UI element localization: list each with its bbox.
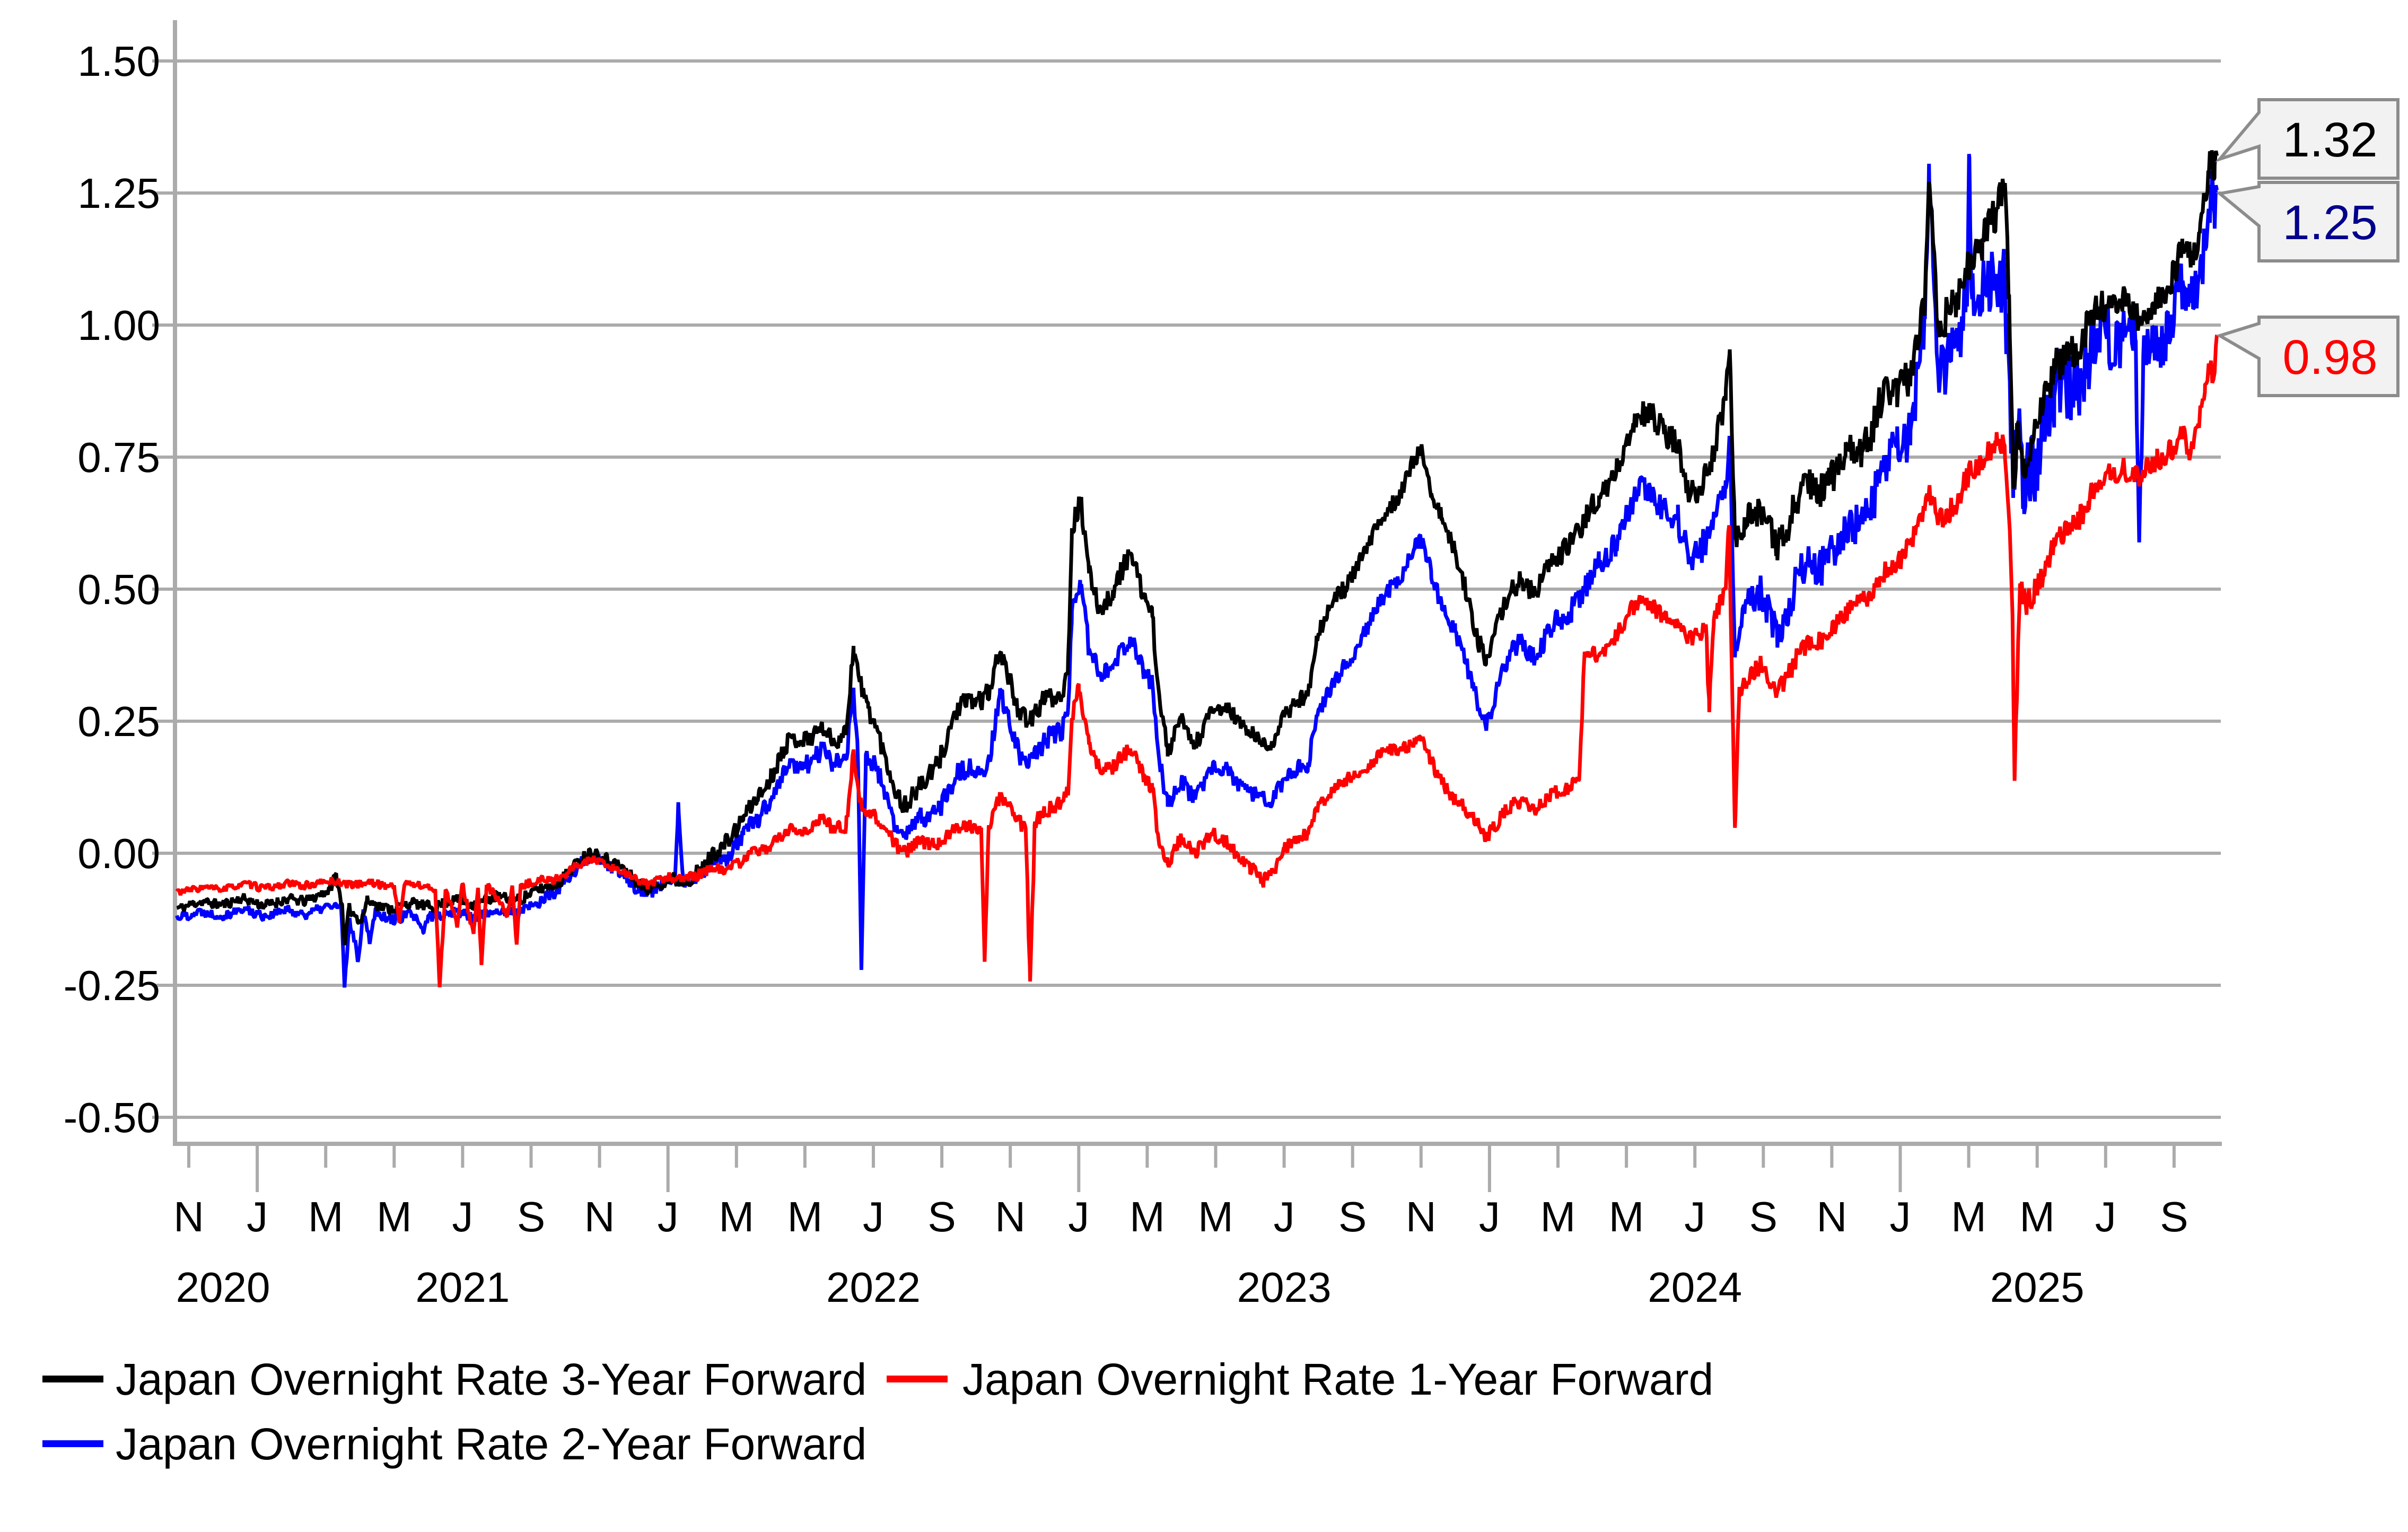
axis-ticks xyxy=(152,59,2176,1192)
callout-bubble xyxy=(2214,98,2400,180)
legend-item-2y-forward: Japan Overnight Rate 2-Year Forward xyxy=(42,1419,866,1469)
month-tick-label: S xyxy=(1338,1193,1367,1240)
month-tick-label: N xyxy=(173,1193,204,1240)
month-tick-label: S xyxy=(2160,1193,2188,1240)
month-tick-label: N xyxy=(1817,1193,1847,1240)
legend-swatch-3y xyxy=(42,1376,103,1382)
y-axis-tick-label: 1.00 xyxy=(77,302,160,349)
y-axis-tick-label: 1.50 xyxy=(77,38,160,85)
y-axis-tick-label: -0.50 xyxy=(64,1094,160,1141)
month-tick-label: J xyxy=(1068,1193,1089,1240)
month-tick-label: M xyxy=(1540,1193,1576,1240)
legend-item-1y-forward: Japan Overnight Rate 1-Year Forward xyxy=(887,1354,1713,1404)
legend-swatch-2y xyxy=(42,1440,103,1447)
y-axis-tick-label: 0.50 xyxy=(77,566,160,613)
gridlines xyxy=(175,59,2221,1119)
y-axis-tick-label: 0.25 xyxy=(77,698,160,745)
month-tick-label: N xyxy=(584,1193,615,1240)
month-tick-label: J xyxy=(2095,1193,2116,1240)
year-label-2024: 2024 xyxy=(1648,1264,1742,1311)
month-tick-label: J xyxy=(247,1193,268,1240)
month-tick-label: J xyxy=(1684,1193,1705,1240)
end-value-1y: 0.98 xyxy=(2282,330,2377,384)
y-axis-tick-label: 0.75 xyxy=(77,434,160,481)
month-tick-label: J xyxy=(658,1193,679,1240)
month-tick-label: J xyxy=(452,1193,473,1240)
month-tick-label: J xyxy=(863,1193,884,1240)
month-tick-label: J xyxy=(1479,1193,1500,1240)
y-axis-tick-label: -0.25 xyxy=(64,962,160,1009)
legend-label-1y: Japan Overnight Rate 1-Year Forward xyxy=(962,1354,1713,1404)
end-label-callout-1y: 0.98 xyxy=(2216,316,2400,397)
year-label-2023: 2023 xyxy=(1237,1264,1332,1311)
month-tick-label: S xyxy=(927,1193,956,1240)
legend-item-3y-forward: Japan Overnight Rate 3-Year Forward xyxy=(42,1354,866,1404)
year-label-2022: 2022 xyxy=(826,1264,921,1311)
month-tick-label: M xyxy=(376,1193,412,1240)
month-tick-label: N xyxy=(995,1193,1026,1240)
legend-swatch-1y xyxy=(887,1376,948,1382)
series-line-1y-forward xyxy=(175,334,2219,987)
legend-label-3y: Japan Overnight Rate 3-Year Forward xyxy=(116,1354,866,1404)
month-tick-label: M xyxy=(1609,1193,1644,1240)
year-label-2021: 2021 xyxy=(415,1264,510,1311)
y-axis-labels: 1.50 1.25 1.00 0.75 0.50 0.25 0.00 -0.25 -0.50 xyxy=(64,38,160,1141)
legend: Japan Overnight Rate 3-Year Forward Japa… xyxy=(42,1354,1713,1469)
y-axis-tick-label: 1.25 xyxy=(77,170,160,217)
month-tick-label: M xyxy=(1129,1193,1165,1240)
month-tick-label: S xyxy=(517,1193,545,1240)
month-tick-label: M xyxy=(2019,1193,2055,1240)
month-tick-label: M xyxy=(1198,1193,1233,1240)
end-value-3y: 1.32 xyxy=(2282,113,2377,167)
month-tick-label: N xyxy=(1406,1193,1437,1240)
month-tick-label: M xyxy=(1951,1193,1986,1240)
month-tick-label: J xyxy=(1274,1193,1295,1240)
year-label-2025: 2025 xyxy=(1990,1264,2085,1311)
x-axis-year-labels: 2020 2021 2022 2023 2024 2025 xyxy=(176,1264,2085,1311)
year-label-2020: 2020 xyxy=(176,1264,270,1311)
callout-bubble xyxy=(2216,181,2400,262)
month-tick-label: M xyxy=(787,1193,823,1240)
month-tick-label: J xyxy=(1890,1193,1911,1240)
legend-label-2y: Japan Overnight Rate 2-Year Forward xyxy=(116,1419,866,1469)
month-tick-label: S xyxy=(1749,1193,1777,1240)
callout-bubble xyxy=(2216,316,2400,397)
data-series xyxy=(175,150,2219,988)
end-label-callout-2y: 1.25 xyxy=(2216,181,2400,262)
month-tick-label: M xyxy=(308,1193,344,1240)
month-tick-label: M xyxy=(719,1193,754,1240)
y-axis-tick-label: 0.00 xyxy=(77,830,160,877)
end-label-callout-3y: 1.32 xyxy=(2214,98,2400,180)
series-line-3y-forward xyxy=(176,150,2219,946)
series-line-2y-forward xyxy=(175,154,2219,988)
end-value-2y: 1.25 xyxy=(2282,196,2377,250)
